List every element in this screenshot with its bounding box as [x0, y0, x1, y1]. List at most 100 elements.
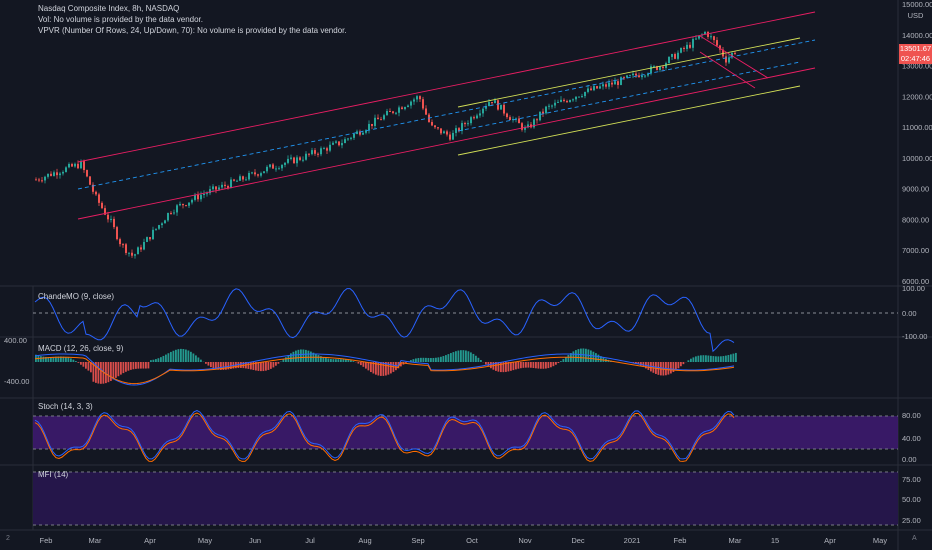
macd-histogram-bar	[265, 362, 267, 371]
macd-histogram-bar	[705, 355, 707, 362]
candle	[77, 163, 79, 169]
macd-histogram-bar	[132, 362, 135, 370]
candle	[98, 194, 100, 203]
macd-histogram-bar	[362, 362, 365, 367]
macd-histogram-bar	[367, 362, 370, 371]
macd-histogram-bar	[195, 355, 197, 362]
candle	[488, 102, 490, 107]
macd-histogram-bar	[565, 356, 567, 362]
candle	[473, 117, 475, 119]
candle	[491, 102, 493, 104]
candle	[236, 180, 238, 182]
candle	[53, 172, 55, 176]
candle	[479, 113, 481, 116]
candle	[218, 187, 220, 190]
macd-histogram-bar	[517, 362, 520, 369]
macd-histogram-bar	[487, 362, 490, 367]
macd-histogram-bar	[360, 362, 362, 366]
macd-histogram-bar	[300, 349, 302, 362]
macd-histogram-bar	[370, 362, 372, 373]
macd-histogram-bar	[172, 350, 175, 362]
macd-histogram-bar	[455, 351, 457, 362]
candle	[389, 111, 391, 113]
macd-histogram-bar	[550, 362, 552, 368]
candle	[134, 254, 136, 256]
candle	[395, 112, 397, 114]
macd-histogram-bar	[207, 362, 210, 366]
macd-histogram-bar	[117, 362, 120, 377]
candle	[311, 150, 313, 155]
candle	[329, 144, 331, 151]
candle	[692, 39, 694, 48]
mfi-band	[33, 472, 898, 525]
candle	[452, 132, 454, 140]
candle	[209, 189, 211, 194]
macd-axis-label: -400.00	[4, 377, 29, 386]
stoch-k-line	[34, 410, 735, 460]
auto-scale-button[interactable]: A	[912, 535, 917, 542]
macd-axis-label: 400.00	[4, 336, 27, 345]
macd-histogram-bar	[192, 353, 195, 362]
time-axis-label: Oct	[466, 536, 479, 545]
macd-histogram-bar	[122, 362, 125, 374]
macd-histogram-bar	[690, 358, 692, 362]
candle	[446, 131, 448, 135]
candle	[119, 239, 121, 245]
macd-histogram-bar	[557, 362, 560, 364]
macd-line	[34, 353, 735, 386]
macd-histogram-bar	[505, 362, 507, 372]
candle	[158, 225, 160, 229]
candle	[455, 128, 457, 133]
pane-settings-button[interactable]: 2	[6, 535, 10, 542]
macd-histogram-bar	[632, 362, 635, 363]
candle	[143, 241, 145, 250]
time-axis-label: Jul	[305, 536, 315, 545]
macd-histogram-bar	[380, 362, 382, 376]
macd-histogram-bar	[147, 362, 150, 369]
macd-histogram-bar	[175, 349, 177, 362]
candle	[725, 56, 727, 63]
macd-histogram-bar	[400, 362, 402, 367]
candle	[599, 86, 601, 89]
candle	[305, 153, 307, 160]
candle	[443, 131, 445, 134]
macd-histogram-bar	[475, 355, 477, 362]
macd-histogram-bar	[240, 362, 242, 368]
macd-histogram-bar	[510, 362, 512, 371]
candle	[224, 184, 226, 187]
candle	[590, 88, 592, 91]
candle	[164, 220, 166, 224]
macd-histogram-bar	[75, 361, 77, 362]
candle	[371, 123, 373, 126]
candle	[656, 66, 658, 70]
candle	[557, 101, 559, 103]
macd-histogram-bar	[250, 362, 252, 370]
macd-histogram-bar	[275, 362, 277, 366]
chande-axis-label: 100.00	[902, 284, 925, 293]
macd-histogram-bar	[225, 362, 227, 370]
chande-axis-label: -100.00	[902, 332, 927, 341]
candle	[269, 164, 271, 167]
price-axis-label: 13000.00	[902, 62, 932, 71]
candle	[518, 118, 520, 124]
macd-histogram-bar	[47, 357, 50, 362]
candle	[566, 100, 568, 103]
candle	[86, 170, 88, 177]
candle	[47, 173, 49, 177]
macd-histogram-bar	[530, 362, 532, 368]
macd-histogram-bar	[437, 357, 440, 362]
candle	[233, 179, 235, 181]
candle	[338, 141, 340, 146]
candle	[413, 99, 415, 102]
macd-histogram-bar	[410, 360, 412, 362]
macd-histogram-bar	[205, 362, 207, 364]
candle	[467, 123, 469, 125]
candle	[50, 173, 52, 176]
macd-histogram-bar	[577, 349, 580, 362]
macd-histogram-bar	[332, 359, 335, 362]
candle	[584, 91, 586, 97]
candle	[695, 38, 697, 40]
macd-histogram-bar	[150, 360, 152, 362]
candle	[686, 44, 688, 49]
